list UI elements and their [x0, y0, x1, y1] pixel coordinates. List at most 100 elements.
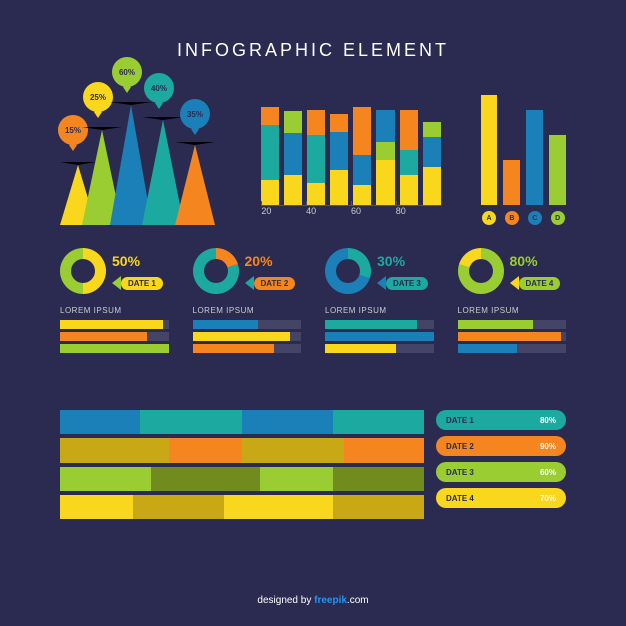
progress-group [458, 320, 567, 353]
h-bar-segment [333, 467, 424, 491]
h-bar-segment [344, 438, 424, 462]
donut-ring [458, 248, 504, 294]
h-bar-segment [260, 467, 333, 491]
stacked-segment [284, 133, 302, 175]
progress-bar [60, 332, 169, 341]
legend-pill: DATE 360% [436, 462, 566, 482]
h-bar-segment [60, 438, 169, 462]
progress-bar [193, 320, 302, 329]
donut-percent: 20% [245, 253, 273, 269]
bar [481, 95, 498, 205]
lorem-label: LOREM IPSUM [458, 306, 520, 315]
progress-group [325, 320, 434, 353]
h-bar-row [60, 410, 424, 434]
donut-percent: 80% [510, 253, 538, 269]
stacked-bar [376, 110, 394, 205]
stacked-segment [307, 110, 325, 135]
progress-bar [458, 344, 567, 353]
h-bar-segment [60, 410, 140, 434]
stacked-segment [330, 170, 348, 205]
horizontal-bar-chart [60, 404, 424, 519]
stacked-segment [423, 167, 441, 205]
bar-label: C [526, 211, 543, 225]
progress-bar [193, 332, 302, 341]
bar-label: A [481, 211, 498, 225]
bar [526, 110, 543, 205]
progress-bar [325, 344, 434, 353]
stacked-segment [330, 114, 348, 132]
donut-block-1: 50% DATE 1 LOREM IPSUM [60, 248, 169, 378]
stacked-segment [423, 137, 441, 167]
axis-tick: 60 [351, 206, 396, 225]
h-bar-segment [224, 495, 333, 519]
donut-ring [193, 248, 239, 294]
axis-tick: 80 [396, 206, 441, 225]
h-bar-segment [133, 495, 224, 519]
triangle-bubble: 25% [83, 82, 113, 112]
stacked-bar-chart: 20406080 [251, 85, 450, 225]
axis-tick: 20 [261, 206, 306, 225]
triangle-bubble: 35% [180, 99, 210, 129]
progress-bar [458, 320, 567, 329]
donut-ring [60, 248, 106, 294]
progress-bar [193, 344, 302, 353]
stacked-bar [307, 110, 325, 205]
stacked-segment [400, 175, 418, 205]
stacked-segment [353, 107, 371, 155]
stacked-bar [423, 122, 441, 205]
legend-pill: DATE 470% [436, 488, 566, 508]
h-bar-segment [333, 495, 424, 519]
stacked-segment [376, 160, 394, 205]
stacked-bar [353, 107, 371, 205]
stacked-segment [423, 122, 441, 137]
bar [503, 160, 520, 205]
stacked-segment [261, 180, 279, 205]
h-bar-segment [242, 438, 344, 462]
h-bar-segment [140, 410, 242, 434]
donut-percent: 30% [377, 253, 405, 269]
stacked-segment [376, 142, 394, 160]
horizontal-bar-legend: DATE 180% DATE 290% DATE 360% DATE 470% [436, 404, 566, 519]
bar-label: B [503, 211, 520, 225]
date-pointer: DATE 1 [112, 276, 163, 290]
credit-line: designed by freepik.com [0, 595, 626, 606]
donut-block-4: 80% DATE 4 LOREM IPSUM [458, 248, 567, 378]
triangle-bubble: 40% [144, 73, 174, 103]
h-bar-segment [169, 438, 242, 462]
h-bar-row [60, 438, 424, 462]
triangle-chart: 15%25%60%40%35% [60, 85, 221, 225]
legend-pill: DATE 290% [436, 436, 566, 456]
simple-bar-chart: ABCD [481, 85, 566, 225]
date-pointer: DATE 4 [510, 276, 561, 290]
progress-bar [325, 332, 434, 341]
h-bar-row [60, 495, 424, 519]
progress-bar [60, 320, 169, 329]
triangle-peak [175, 142, 215, 225]
date-pointer: DATE 2 [245, 276, 296, 290]
h-bar-segment [333, 410, 424, 434]
lorem-label: LOREM IPSUM [60, 306, 122, 315]
axis-tick: 40 [306, 206, 351, 225]
stacked-bar [284, 111, 302, 205]
h-bar-segment [60, 467, 151, 491]
h-bar-segment [60, 495, 133, 519]
stacked-segment [376, 110, 394, 142]
stacked-bar [400, 110, 418, 205]
stacked-segment [261, 125, 279, 180]
h-bar-segment [151, 467, 260, 491]
donut-percent: 50% [112, 253, 140, 269]
lorem-label: LOREM IPSUM [193, 306, 255, 315]
stacked-segment [353, 155, 371, 185]
legend-pill: DATE 180% [436, 410, 566, 430]
date-pointer: DATE 3 [377, 276, 428, 290]
progress-bar [458, 332, 567, 341]
progress-group [60, 320, 169, 353]
stacked-segment [400, 110, 418, 150]
bar-label: D [549, 211, 566, 225]
triangle-bubble: 60% [112, 57, 142, 87]
progress-group [193, 320, 302, 353]
page-title: INFOGRAPHIC ELEMENT [0, 0, 626, 61]
stacked-segment [307, 183, 325, 205]
h-bar-row [60, 467, 424, 491]
stacked-segment [353, 185, 371, 205]
